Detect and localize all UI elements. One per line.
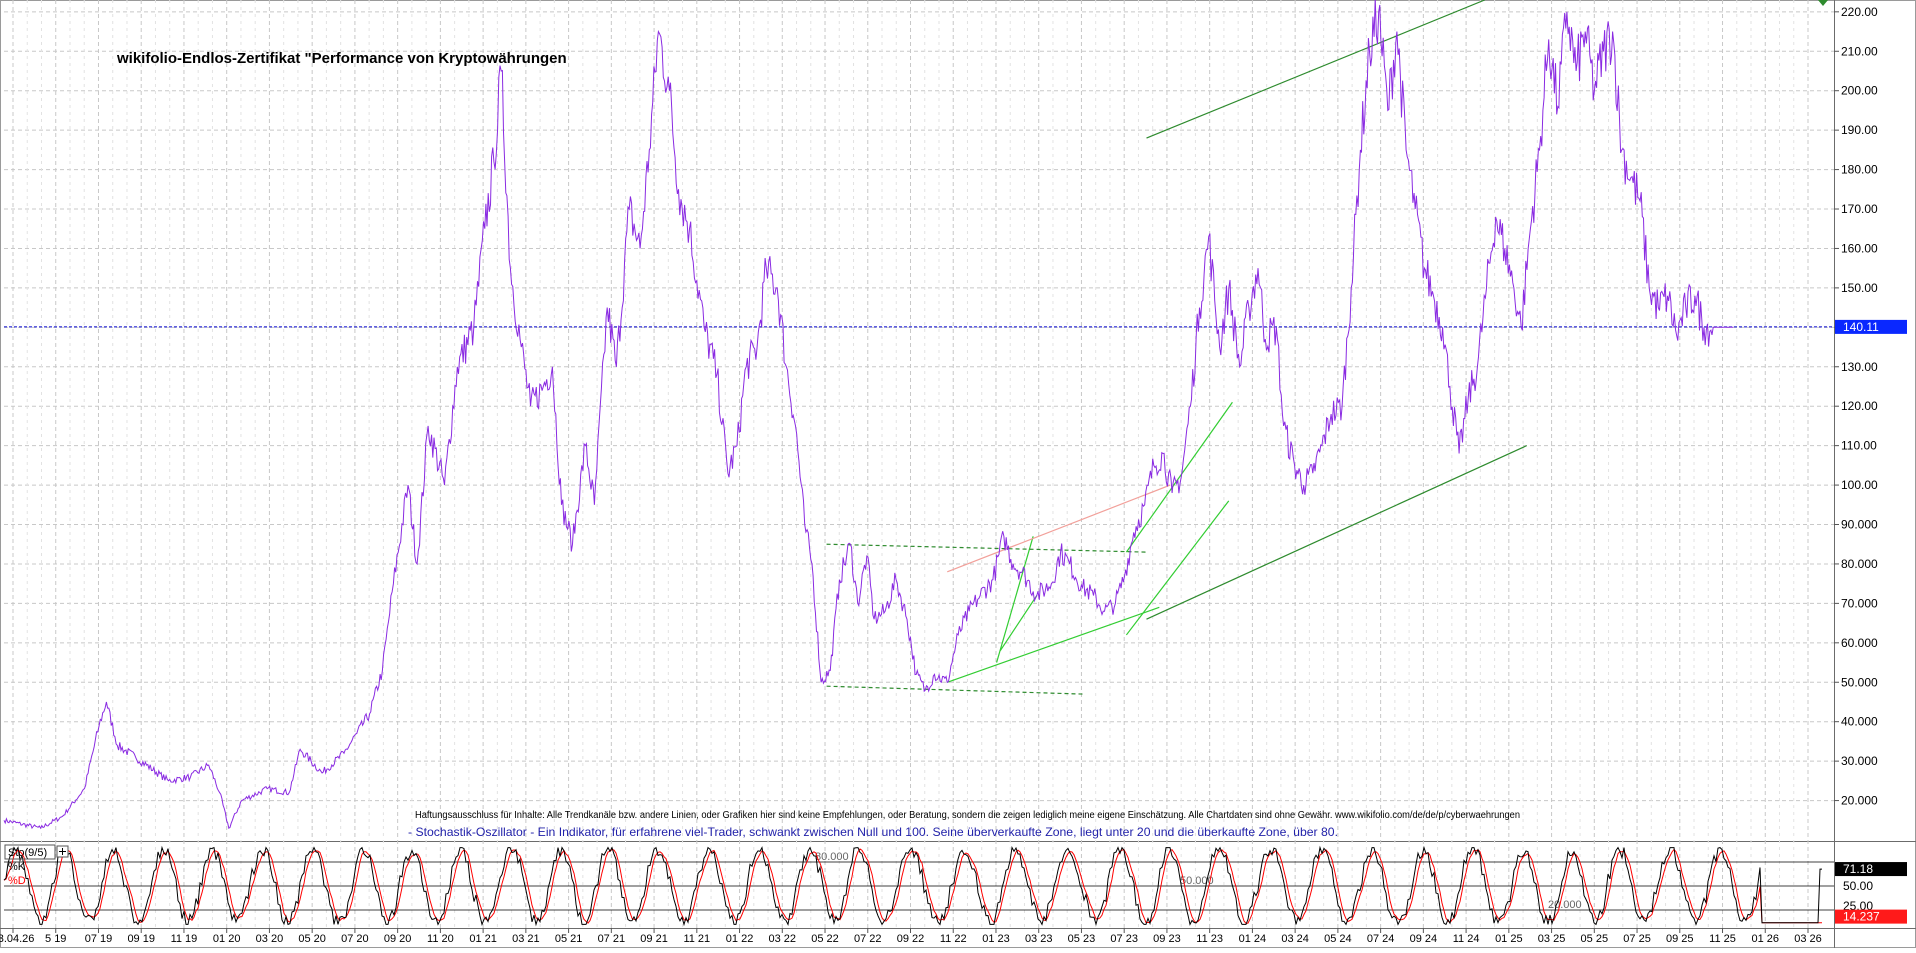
trend-line (1146, 0, 1485, 139)
trend-line (1125, 401, 1233, 553)
sto-k-value-box (1835, 862, 1907, 877)
y-tick-label: 210.00 (1841, 44, 1878, 58)
y-tick-label: 170.00 (1841, 202, 1878, 216)
x-tick-label: 03 23 (1025, 933, 1053, 945)
sto-d-value-box (1835, 909, 1907, 924)
x-tick-label: 05 22 (811, 933, 839, 945)
x-tick-label: 07 22 (854, 933, 882, 945)
y-tick-label: 20.000 (1841, 794, 1878, 808)
sto-y-tick-label: 50.00 (1843, 879, 1873, 893)
y-tick-label: 60.000 (1841, 636, 1878, 650)
x-tick-label: 07 24 (1367, 933, 1395, 945)
x-tick-label: 09 25 (1666, 933, 1694, 945)
x-tick-label: 11 21 (683, 933, 710, 945)
x-tick-label: 01 25 (1495, 933, 1523, 945)
x-tick-label: 09 19 (127, 933, 155, 945)
y-tick-label: 180.00 (1841, 163, 1878, 177)
sto-y-tick-label: 25.00 (1843, 899, 1873, 913)
x-tick-label: 11 20 (427, 933, 454, 945)
x-tick-label: 03 25 (1538, 933, 1566, 945)
x-tick-label: 09 21 (640, 933, 668, 945)
sto-level-label-upper: 80.000 (815, 851, 849, 863)
trend-line (996, 536, 1034, 663)
x-tick-label: 11 25 (1709, 933, 1736, 945)
disclaimer-text: Haftungsausschluss für Inhalte: Alle Tre… (415, 810, 1520, 821)
x-tick-label: 05 21 (555, 933, 583, 945)
x-tick-label: 03 26 (1794, 933, 1822, 945)
x-tick-label: 01 20 (213, 933, 241, 945)
y-tick-label: 200.00 (1841, 84, 1878, 98)
x-tick-label: 09 24 (1410, 933, 1438, 945)
x-tick-label: 05 20 (298, 933, 326, 945)
trend-line (826, 543, 1147, 553)
y-tick-label: 220.00 (1841, 5, 1878, 19)
x-tick-label: 01 22 (726, 933, 754, 945)
sto-k-line (3, 845, 1822, 927)
trend-line (999, 595, 1038, 652)
x-tick-label: 11 23 (1196, 933, 1223, 945)
y-tick-label: 130.00 (1841, 360, 1878, 374)
x-tick-label: 05 23 (1068, 933, 1096, 945)
y-tick-label: 120.00 (1841, 399, 1878, 413)
trend-line (947, 484, 1171, 573)
x-tick-label: 09 20 (384, 933, 412, 945)
x-tick-label: 05 25 (1581, 933, 1609, 945)
y-tick-label: 70.000 (1841, 596, 1878, 610)
x-tick-label: 09 22 (897, 933, 925, 945)
trend-line (947, 606, 1160, 683)
trend-line (826, 685, 1083, 695)
indicator-title-box (4, 844, 56, 860)
x-tick-label: 09 23 (1153, 933, 1181, 945)
y-tick-label: 110.00 (1841, 439, 1877, 453)
current-level-label: 140.11 (1843, 320, 1879, 334)
x-tick-label: 01 23 (982, 933, 1010, 945)
x-tick-label: 03 22 (769, 933, 797, 945)
chart-title: wikifolio-Endlos-Zertifikat "Performance… (116, 50, 567, 67)
y-tick-label: 50.000 (1841, 675, 1878, 689)
x-tick-label: 07 23 (1110, 933, 1138, 945)
sto-legend-d: %D (8, 875, 26, 887)
sto-k-value-label: 71.18 (1843, 862, 1873, 876)
x-tick-label: 03 24 (1281, 933, 1309, 945)
x-tick-label: 07 25 (1623, 933, 1651, 945)
y-tick-label: 190.00 (1841, 123, 1878, 137)
trend-line (1146, 445, 1527, 620)
x-tick-label: 01 26 (1751, 933, 1779, 945)
y-tick-label: 160.00 (1841, 241, 1878, 255)
x-tick-label: 01 24 (1239, 933, 1267, 945)
x-tick-label: 07 21 (598, 933, 626, 945)
x-tick-label: 07 20 (341, 933, 369, 945)
indicator-note: - Stochastik-Oszillator - Ein Indikator,… (408, 825, 1338, 839)
x-tick-label: 07 19 (85, 933, 113, 945)
sto-level-label-mid: 50.000 (1180, 875, 1214, 887)
sto-level-label-lower: 20.000 (1548, 899, 1582, 911)
x-tick-label: 03 20 (256, 933, 284, 945)
sto-d-value-label: 14.237 (1843, 910, 1880, 924)
x-tick-label: 05 24 (1324, 933, 1352, 945)
x-tick-label: 11 24 (1453, 933, 1480, 945)
x-tick-label: 11 19 (171, 933, 198, 945)
sto-legend-k: %K (8, 861, 26, 873)
top-right-marker (1818, 0, 1828, 6)
x-tick-label: 03 21 (512, 933, 540, 945)
x-tick-label: 5 19 (45, 933, 66, 945)
x-tick-label: 11 22 (940, 933, 967, 945)
x-tick-label: 01 21 (469, 933, 497, 945)
x-tick-label: 23.04.26 (0, 933, 34, 945)
y-tick-label: 80.000 (1841, 557, 1878, 571)
y-tick-label: 30.000 (1841, 754, 1878, 768)
y-tick-label: 100.00 (1841, 478, 1878, 492)
price-line (3, 0, 1734, 830)
y-tick-label: 150.00 (1841, 281, 1878, 295)
trend-line (1125, 500, 1230, 636)
current-level-box (1835, 319, 1907, 334)
y-tick-label: 40.000 (1841, 715, 1878, 729)
y-tick-label: 90.000 (1841, 518, 1878, 532)
